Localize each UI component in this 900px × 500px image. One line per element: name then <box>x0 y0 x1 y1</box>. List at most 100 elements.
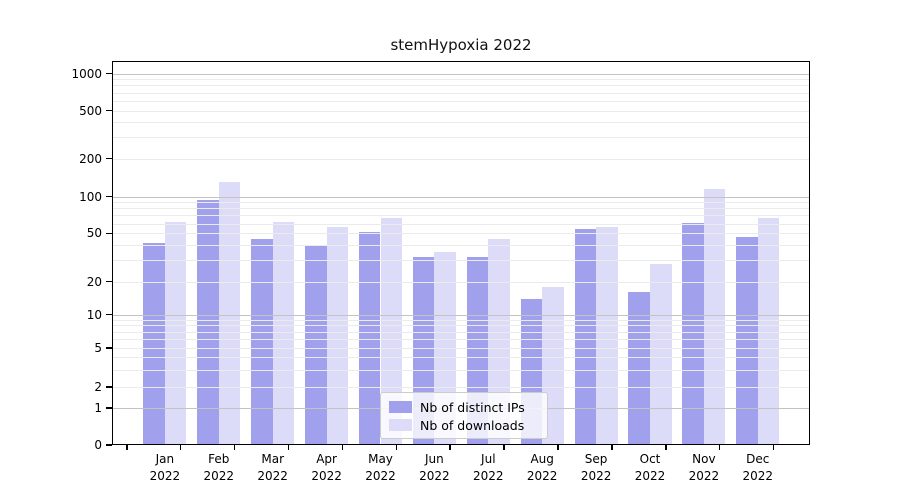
x-tick-month: Nov <box>692 452 716 466</box>
bar-feb-downloads <box>218 181 241 445</box>
gridline-90 <box>112 202 810 204</box>
x-tick-year: 2022 <box>203 469 235 483</box>
x-tick-month: Mar <box>261 452 284 466</box>
bar-mar-ips <box>251 238 273 445</box>
y-tick-mark-0 <box>106 444 112 446</box>
gridline-500 <box>112 110 810 112</box>
y-tick-label-500: 500 <box>79 103 102 118</box>
gridline-8 <box>112 325 810 327</box>
y-tick-mark-2 <box>106 386 112 388</box>
gridline-10 <box>112 314 810 316</box>
x-tick-label-jun: Jun 2022 <box>404 451 464 485</box>
bar-jan-downloads <box>164 221 187 445</box>
x-tick-mark-4 <box>341 445 344 450</box>
bar-mar-downloads <box>272 221 295 445</box>
x-tick-year: 2022 <box>311 469 342 483</box>
x-tick-label-jul: Jul 2022 <box>458 451 518 485</box>
gridline-80 <box>112 208 810 210</box>
x-tick-mark-2 <box>233 445 236 450</box>
gridline-9 <box>112 319 810 321</box>
gridline-4 <box>112 357 810 359</box>
y-tick-mark-1000 <box>106 72 112 75</box>
x-tick-mark-10 <box>665 445 667 450</box>
y-tick-mark-200 <box>106 157 112 160</box>
x-tick-year: 2022 <box>473 469 504 483</box>
gridline-50 <box>112 233 810 235</box>
bar-nov-downloads <box>703 188 726 445</box>
y-tick-mark-100 <box>106 195 112 198</box>
x-tick-year: 2022 <box>580 469 612 483</box>
x-tick-label-oct: Oct 2022 <box>620 451 680 485</box>
x-tick-year: 2022 <box>742 469 774 483</box>
y-tick-mark-500 <box>106 109 112 112</box>
x-tick-month: Sep <box>584 452 608 466</box>
x-tick-year: 2022 <box>634 469 666 483</box>
gridline-900 <box>112 79 810 81</box>
bar-oct-ips <box>628 292 650 445</box>
bar-dec-downloads <box>757 217 780 445</box>
bar-dec-ips <box>736 236 758 445</box>
x-tick-year: 2022 <box>257 469 288 483</box>
plot-area: Nb of distinct IPs Nb of downloads <box>112 61 810 445</box>
y-tick-label-50: 50 <box>86 226 102 241</box>
legend-label-downloads: Nb of downloads <box>420 417 525 433</box>
y-tick-mark-20 <box>106 280 112 283</box>
x-tick-month: Dec <box>746 452 770 466</box>
x-tick-mark-7 <box>503 445 505 450</box>
y-tick-mark-5 <box>106 347 112 349</box>
bar-feb-ips <box>197 200 219 445</box>
x-tick-year: 2022 <box>688 469 720 483</box>
x-tick-mark-8 <box>557 445 559 450</box>
bar-jan-ips <box>143 242 165 445</box>
gridline-7 <box>112 331 810 333</box>
gridline-300 <box>112 137 810 139</box>
bar-nov-ips <box>682 222 704 445</box>
legend-label-distinct-ips: Nb of distinct IPs <box>420 399 525 415</box>
x-tick-month: Aug <box>530 452 554 466</box>
x-tick-label-feb: Feb 2022 <box>189 451 249 485</box>
x-tick-mark-0 <box>126 445 128 450</box>
y-tick-label-200: 200 <box>79 151 102 166</box>
x-tick-label-mar: Mar 2022 <box>243 451 303 485</box>
legend-item-downloads: Nb of downloads <box>389 416 539 434</box>
y-tick-label-10: 10 <box>86 307 102 322</box>
x-tick-month: May <box>368 452 393 466</box>
y-tick-label-1: 1 <box>94 401 102 415</box>
y-tick-mark-10 <box>106 313 112 316</box>
gridline-600 <box>112 100 810 102</box>
gridline-700 <box>112 92 810 94</box>
gridline-40 <box>112 245 810 247</box>
y-tick-mark-50 <box>106 232 112 235</box>
x-tick-month: Feb <box>208 452 230 466</box>
y-tick-label-0: 0 <box>94 438 102 452</box>
x-tick-label-nov: Nov 2022 <box>674 451 734 485</box>
y-tick-label-2: 2 <box>94 380 102 394</box>
y-tick-label-100: 100 <box>79 189 102 204</box>
bar-may-downloads <box>380 217 403 445</box>
y-tick-label-5: 5 <box>94 341 102 355</box>
x-tick-year: 2022 <box>149 469 181 483</box>
legend-swatch-downloads <box>389 419 412 431</box>
x-tick-label-jan: Jan 2022 <box>135 451 195 485</box>
x-tick-month: Oct <box>639 452 661 466</box>
x-tick-year: 2022 <box>365 469 396 483</box>
x-tick-mark-6 <box>449 445 451 450</box>
x-tick-label-may: May 2022 <box>351 451 411 485</box>
gridline-200 <box>112 158 810 160</box>
gridline-400 <box>112 122 810 124</box>
x-tick-label-sep: Sep 2022 <box>566 451 626 485</box>
gridline-30 <box>112 260 810 262</box>
gridline-20 <box>112 281 810 283</box>
bar-apr-ips <box>305 245 327 445</box>
y-tick-label-1000: 1000 <box>71 66 102 81</box>
x-tick-mark-12 <box>772 445 775 450</box>
x-tick-label-apr: Apr 2022 <box>297 451 357 485</box>
gridline-70 <box>112 215 810 217</box>
gridline-3 <box>112 369 810 371</box>
bar-sep-ips <box>574 229 597 445</box>
x-tick-label-dec: Dec 2022 <box>728 451 788 485</box>
x-tick-label-aug: Aug 2022 <box>512 451 572 485</box>
x-tick-month: Jul <box>481 452 496 466</box>
x-tick-mark-1 <box>179 445 182 450</box>
